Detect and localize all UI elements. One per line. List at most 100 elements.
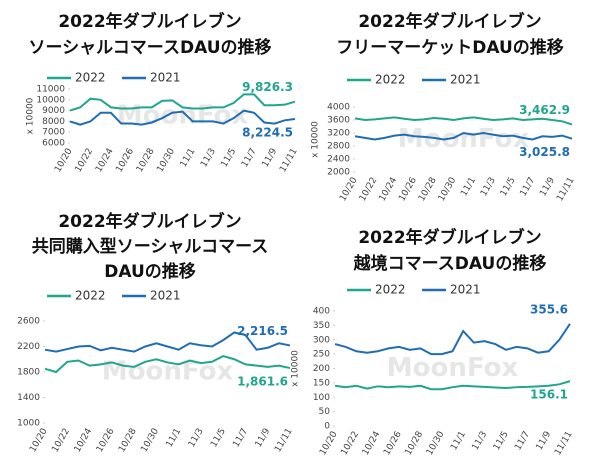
x-tick-label: 10/20	[338, 176, 360, 204]
x-tick-label: 11/5	[499, 176, 518, 199]
x-tick-label: 11/11	[278, 147, 300, 174]
x-tick-label: 11/7	[240, 147, 259, 170]
x-tick-label: 10/22	[50, 427, 72, 454]
x-tick-label: 10/30	[437, 176, 459, 204]
x-tick-label: 10/20	[318, 430, 340, 458]
chart-title: 2022年ダブルイレブン	[358, 227, 541, 248]
value-label: 8,224.5	[242, 125, 293, 139]
y-tick-label: 50	[319, 407, 331, 417]
series-line	[334, 323, 571, 356]
legend-label: 2021	[450, 283, 481, 297]
x-tick-label: 11/1	[459, 176, 478, 199]
y-tick-label: 0	[324, 422, 330, 432]
x-tick-label: 11/9	[254, 427, 273, 450]
value-label: 9,826.3	[242, 80, 293, 94]
y-tick-label: 2400	[327, 155, 350, 165]
value-label: 2,216.5	[237, 324, 288, 338]
chart-title: DAUの推移	[104, 261, 196, 282]
x-tick-label: 10/28	[404, 430, 426, 458]
y-tick-label: 2200	[17, 342, 40, 352]
y-tick-label: 1800	[17, 368, 40, 378]
chart-title: 越境コマースDAUの推移	[353, 253, 547, 274]
x-tick-label: 10/30	[155, 147, 177, 175]
y-tick-label: 11000	[36, 85, 65, 95]
chart-title: フリーマーケットDAUの推移	[336, 37, 564, 58]
legend-label: 2022	[75, 289, 106, 303]
x-tick-label: 11/5	[209, 427, 228, 450]
x-tick-label: 10/26	[397, 176, 419, 204]
chart-title: 共同購入型ソーシャルコマース	[32, 236, 268, 257]
x-tick-label: 10/24	[73, 427, 95, 455]
series-line	[44, 354, 291, 374]
x-tick-label: 11/3	[187, 427, 206, 450]
legend-label: 2021	[150, 289, 181, 303]
y-tick-label: 250	[313, 350, 330, 360]
y-tick-label: 200	[313, 364, 330, 374]
x-tick-label: 10/26	[114, 147, 136, 175]
x-tick-label: 11/7	[231, 427, 250, 450]
chart-title: ソーシャルコマースDAUの推移	[28, 37, 271, 58]
legend-label: 2021	[450, 73, 481, 87]
y-tick-label: 9000	[42, 106, 65, 116]
y-axis-label: x 10000	[26, 97, 36, 134]
x-tick-label: 10/20	[28, 427, 50, 455]
series-line	[44, 331, 291, 353]
x-tick-label: 11/5	[220, 147, 239, 170]
x-tick-label: 10/30	[139, 427, 161, 455]
x-tick-label: 10/28	[117, 427, 139, 455]
x-tick-label: 11/9	[535, 430, 554, 453]
x-tick-label: 10/28	[417, 176, 439, 204]
y-tick-label: 2600	[17, 317, 40, 327]
y-tick-label: 1000	[17, 419, 40, 429]
y-tick-label: 10000	[36, 95, 65, 105]
legend-label: 2022	[75, 71, 106, 85]
x-tick-label: 11/3	[199, 147, 218, 170]
y-tick-label: 3600	[327, 116, 350, 126]
x-tick-label: 11/3	[479, 176, 498, 199]
y-tick-label: 3200	[327, 129, 350, 139]
y-tick-label: 2000	[327, 168, 350, 178]
x-tick-label: 11/1	[179, 147, 198, 170]
x-tick-label: 10/24	[361, 430, 383, 458]
y-tick-label: 150	[313, 378, 330, 388]
y-tick-label: 6000	[42, 139, 65, 149]
y-tick-label: 350	[313, 321, 330, 331]
y-tick-label: 400	[313, 307, 330, 317]
y-axis-label: x 10000	[291, 350, 301, 387]
x-tick-label: 11/9	[538, 176, 557, 199]
x-tick-label: 11/11	[555, 176, 577, 203]
watermark: MoonFox	[398, 124, 530, 154]
value-label: 3,025.8	[519, 145, 570, 159]
x-tick-label: 11/1	[165, 427, 184, 450]
x-tick-label: 10/24	[94, 147, 116, 175]
series-line	[69, 109, 296, 126]
value-label: 1,861.6	[237, 375, 288, 389]
y-tick-label: 300	[313, 335, 330, 345]
x-tick-label: 10/26	[382, 430, 404, 458]
x-tick-label: 11/11	[553, 430, 575, 457]
series-line	[334, 380, 571, 391]
x-tick-label: 10/26	[95, 427, 117, 455]
x-tick-label: 11/9	[261, 147, 280, 170]
x-tick-label: 11/7	[513, 430, 532, 453]
legend-label: 2022	[375, 73, 406, 87]
chart-title: 2022年ダブルイレブン	[358, 11, 541, 32]
y-axis-label: x 10000	[311, 121, 321, 158]
series-line	[69, 93, 296, 112]
legend-label: 2022	[375, 283, 406, 297]
value-label: 3,462.9	[519, 103, 570, 117]
x-tick-label: 10/30	[425, 430, 447, 458]
y-tick-label: 7000	[42, 128, 65, 138]
y-tick-label: 100	[313, 393, 330, 403]
y-tick-label: 8000	[42, 117, 65, 127]
x-tick-label: 10/28	[135, 147, 157, 175]
x-tick-label: 11/5	[492, 430, 511, 453]
y-tick-label: 1400	[17, 393, 40, 403]
watermark: MoonFox	[387, 353, 519, 383]
x-tick-label: 11/11	[273, 427, 295, 454]
x-tick-label: 10/22	[339, 430, 361, 457]
x-tick-label: 10/22	[74, 147, 96, 174]
chart-title: 2022年ダブルイレブン	[58, 211, 241, 232]
y-tick-label: 4000	[327, 103, 350, 113]
series-line	[354, 116, 573, 126]
